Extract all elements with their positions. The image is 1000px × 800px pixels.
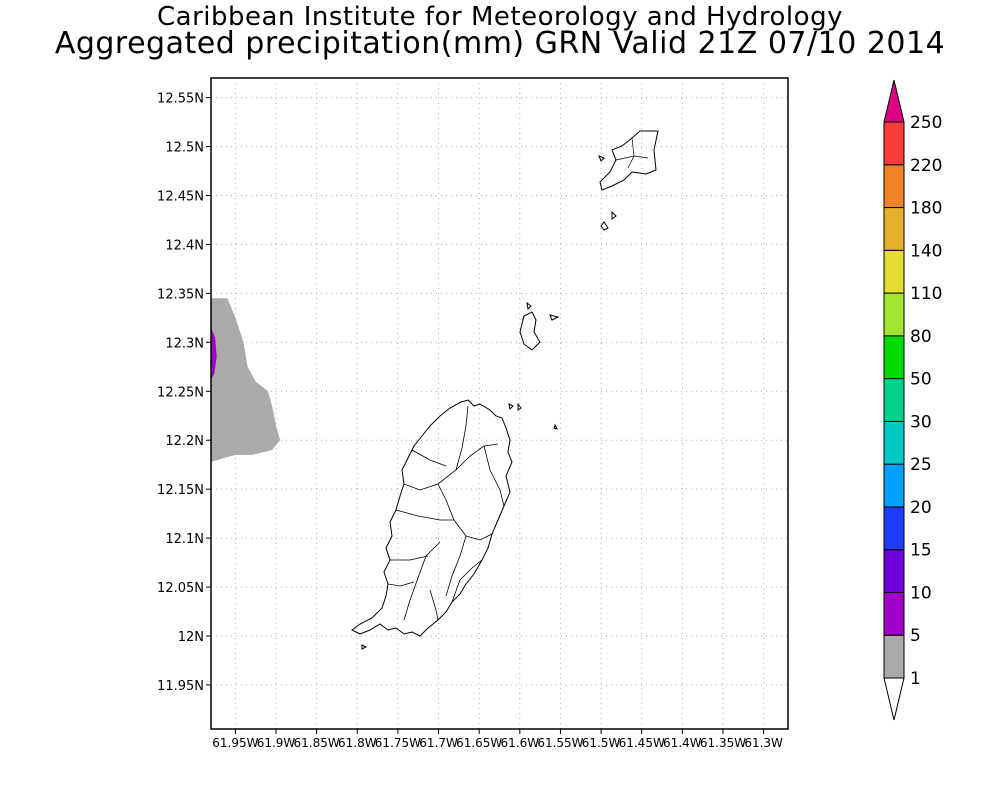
colorbar-segment (883, 79, 905, 123)
colorbar-segment (883, 335, 905, 380)
islet-1 (600, 221, 609, 231)
precip-area-5-10 (211, 327, 217, 380)
colorbar-label: 80 (910, 327, 932, 347)
colorbar-label: 50 (910, 370, 932, 390)
colorbar-segment (883, 634, 905, 679)
colorbar-segment (883, 420, 905, 465)
colorbar-label: 110 (910, 284, 942, 304)
lat-tick-label: 12.55N (157, 92, 204, 107)
colorbar-segment (883, 164, 905, 209)
precip-area-1-5 (211, 298, 281, 462)
islet-6 (508, 403, 514, 411)
carriacou-parish-lines (615, 137, 649, 169)
islet-7 (517, 402, 522, 411)
lon-tick-label: 61.8W (338, 736, 377, 750)
colorbar-label: 5 (910, 626, 921, 646)
colorbar-segment (883, 121, 905, 166)
colorbar-label: 1 (910, 669, 921, 689)
ronde-island (519, 311, 541, 351)
map-frame (210, 77, 789, 730)
colorbar-label: 140 (910, 241, 942, 261)
lon-tick-label: 61.6W (501, 736, 540, 750)
colorbar-segment (883, 249, 905, 294)
colorbar-segment (883, 378, 905, 422)
islet-2 (611, 210, 617, 220)
lon-tick-label: 61.85W (294, 736, 340, 750)
lon-tick-label: 61.35W (700, 736, 746, 750)
lon-tick-label: 61.45W (619, 736, 665, 750)
colorbar-label: 25 (910, 455, 932, 475)
colorbar-label: 250 (910, 113, 942, 133)
islet-8 (553, 423, 558, 430)
lat-tick-label: 12.05N (157, 581, 204, 596)
colorbar-label: 15 (910, 541, 932, 561)
axis-ticks: 61.95W61.9W61.85W61.8W61.75W61.7W61.65W6… (157, 92, 783, 750)
lat-tick-label: 12.25N (157, 385, 204, 400)
grenada-coastline (351, 399, 513, 637)
colorbar-label: 220 (910, 156, 942, 176)
grenada-parish-lines (387, 405, 505, 621)
lon-tick-label: 61.95W (212, 736, 258, 750)
colorbar-segment (883, 463, 905, 508)
colorbar-segment (883, 292, 905, 337)
lon-tick-label: 61.5W (582, 736, 621, 750)
colorbar-label: 30 (910, 412, 932, 432)
lon-tick-label: 61.9W (257, 736, 296, 750)
lat-tick-label: 12.5N (165, 141, 204, 156)
lon-tick-label: 61.3W (744, 736, 783, 750)
lon-tick-label: 61.75W (375, 736, 421, 750)
colorbar-segment (883, 677, 905, 721)
map-title: Caribbean Institute for Meteorology and … (157, 2, 843, 32)
map-subtitle: Aggregated precipitation(mm) GRN Valid 2… (54, 26, 946, 61)
colorbar-label: 20 (910, 498, 932, 518)
colorbar-segment (883, 549, 905, 593)
lat-tick-label: 11.95N (157, 679, 204, 694)
lon-tick-label: 61.7W (419, 736, 458, 750)
colorbar-segment (883, 591, 905, 636)
lat-tick-label: 12.3N (165, 336, 204, 351)
islet-4 (526, 301, 532, 311)
colorbar-label: 10 (910, 583, 932, 603)
lon-tick-label: 61.4W (663, 736, 702, 750)
lon-tick-label: 61.55W (537, 736, 583, 750)
precipitation-shading (211, 298, 281, 462)
islet-5 (549, 314, 560, 321)
islet-3 (598, 155, 605, 162)
grenadine-islands (361, 130, 659, 650)
islet-9 (361, 644, 368, 650)
lat-tick-label: 12.2N (165, 434, 204, 449)
colorbar-label: 180 (910, 199, 942, 219)
lat-tick-label: 12.35N (157, 287, 204, 302)
lat-tick-label: 12.4N (165, 238, 204, 253)
lat-tick-label: 12.45N (157, 189, 204, 204)
colorbar-segment (883, 506, 905, 551)
map-gridlines (211, 78, 788, 729)
lat-tick-label: 12.1N (165, 532, 204, 547)
carriacou-island (599, 130, 659, 191)
grenada-main-island (351, 399, 513, 637)
lat-tick-label: 12.15N (157, 483, 204, 498)
lat-tick-label: 12N (178, 630, 204, 645)
colorbar-segment (883, 207, 905, 251)
lon-tick-label: 61.65W (456, 736, 502, 750)
